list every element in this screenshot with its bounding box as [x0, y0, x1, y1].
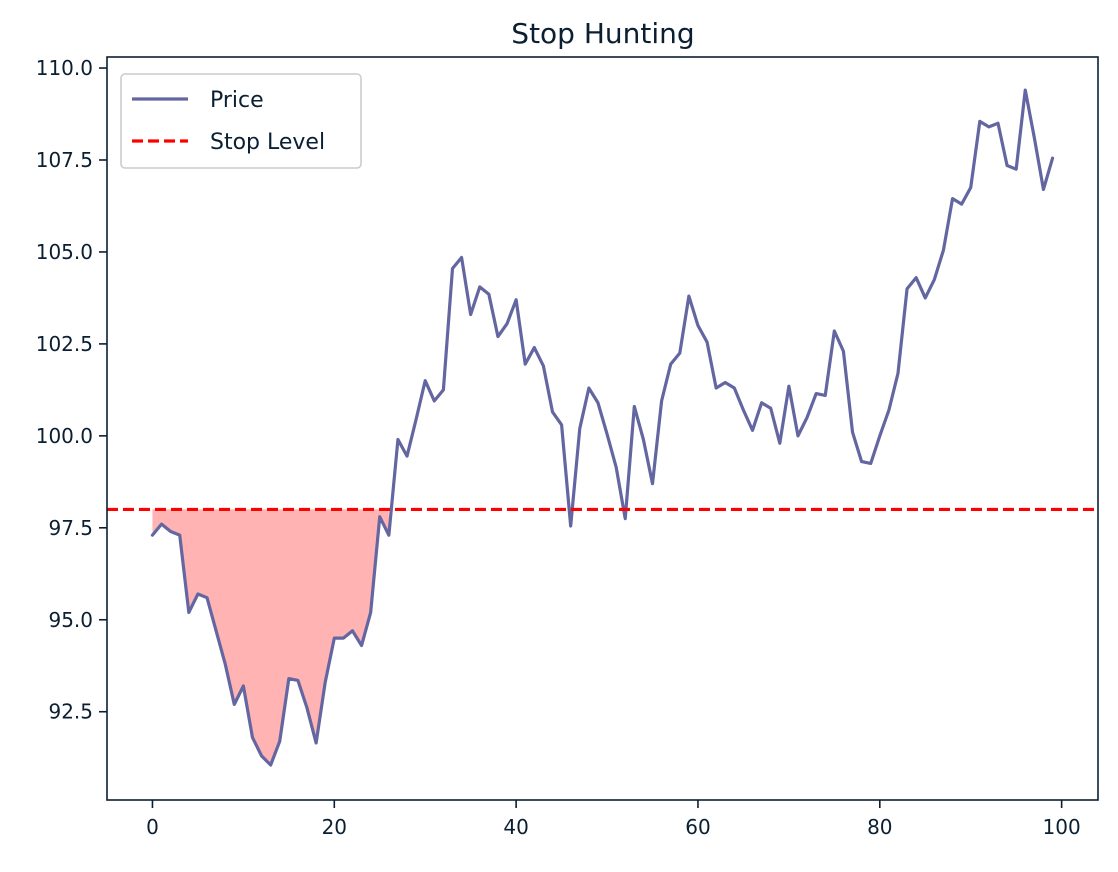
x-tick-label: 0: [146, 815, 159, 839]
y-tick-label: 95.0: [48, 608, 93, 632]
y-tick-label: 107.5: [36, 148, 93, 172]
legend: Price Stop Level: [120, 73, 362, 169]
below-stop-fill: [152, 509, 389, 766]
axes-frame: [106, 56, 1099, 801]
x-tick-label: 80: [867, 815, 892, 839]
legend-stop-level-label: Stop Level: [210, 130, 325, 155]
x-tick-label: 20: [322, 815, 347, 839]
x-tick-label: 60: [685, 815, 710, 839]
y-tick-label: 102.5: [36, 332, 93, 356]
x-tick-label: 100: [1043, 815, 1081, 839]
legend-price-label: Price: [210, 88, 264, 113]
y-tick-label: 97.5: [48, 516, 93, 540]
plot-area: [107, 88, 1098, 767]
y-tick-label: 110.0: [36, 56, 93, 80]
x-tick-label: 40: [503, 815, 528, 839]
price-line: [150, 88, 1055, 767]
chart-title: Stop Hunting: [511, 17, 694, 50]
y-tick-label: 100.0: [36, 424, 93, 448]
axes: 0 20 40 60 80 100 92.5 95.0 97.5 100.0 102.5 105.0 1…: [36, 56, 1099, 839]
y-tick-label: 92.5: [48, 700, 93, 724]
y-tick-label: 105.0: [36, 240, 93, 264]
